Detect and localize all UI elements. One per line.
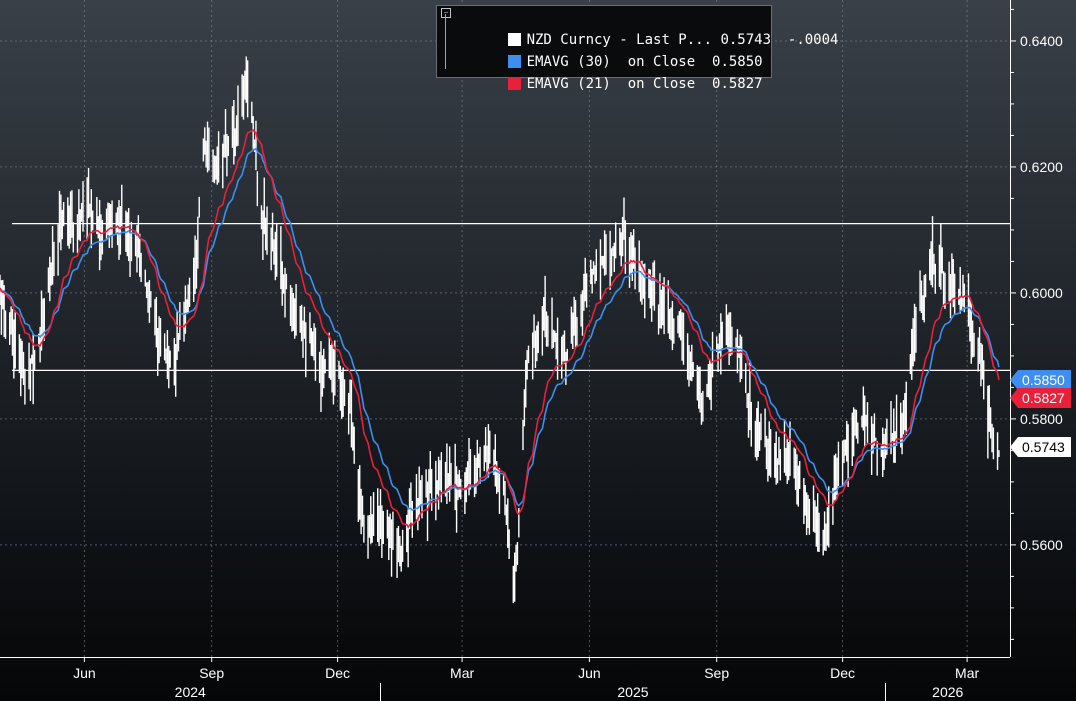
x-tick-label: Dec xyxy=(325,665,350,681)
x-tick-label: Sep xyxy=(199,665,224,681)
legend-entry-ema30[interactable]: EMAVG (30) on Close 0.5850 xyxy=(457,32,763,70)
x-tick-label: Dec xyxy=(830,665,855,681)
legend-entry-ema21[interactable]: EMAVG (21) on Close 0.5827 xyxy=(457,54,763,92)
x-year-label: 2025 xyxy=(617,684,648,700)
y-tick-label: 0.5600 xyxy=(1020,537,1063,553)
last-value-tag: 0.5850 xyxy=(1010,370,1071,390)
last-value-tag: 0.5743 xyxy=(1010,437,1071,457)
y-tick-label: 0.6000 xyxy=(1020,285,1063,301)
x-tick-label: Jun xyxy=(73,665,96,681)
legend-label-ema21: EMAVG (21) on Close xyxy=(526,76,696,92)
legend-label-ema30: EMAVG (30) on Close xyxy=(526,54,696,70)
legend-entry-price[interactable]: NZD Curncy - Last P... 0.5743 -.0004 xyxy=(457,10,838,48)
legend-swatch-price xyxy=(507,33,521,46)
x-tick-label: Mar xyxy=(955,665,979,681)
legend-value-price: 0.5743 xyxy=(720,32,772,48)
x-tick-label: Sep xyxy=(704,665,729,681)
y-tick-label: 0.6200 xyxy=(1020,159,1063,175)
legend-swatch-ema21 xyxy=(507,77,521,90)
ema30-line xyxy=(0,147,1000,512)
x-tick-label: Jun xyxy=(578,665,601,681)
price-series xyxy=(0,56,1000,604)
legend-value-ema21: 0.5827 xyxy=(712,76,763,92)
x-year-label: 2026 xyxy=(932,684,963,700)
legend-collapse-toggle[interactable]: − xyxy=(441,8,451,18)
x-year-label: 2024 xyxy=(175,684,206,700)
ema21-line xyxy=(0,129,1000,529)
legend-change-price: -.0004 xyxy=(787,32,839,48)
legend-swatch-ema30 xyxy=(507,55,521,68)
y-tick-label: 0.6400 xyxy=(1020,33,1063,49)
legend-value-ema30: 0.5850 xyxy=(712,54,763,70)
y-tick-label: 0.5800 xyxy=(1020,411,1063,427)
last-value-tag: 0.5827 xyxy=(1010,388,1071,408)
legend-label-price: NZD Curncy - Last P... xyxy=(526,32,713,48)
legend: − NZD Curncy - Last P... 0.5743 -.0004 E… xyxy=(436,5,838,92)
legend-bracket xyxy=(445,14,452,69)
x-tick-label: Mar xyxy=(450,665,474,681)
